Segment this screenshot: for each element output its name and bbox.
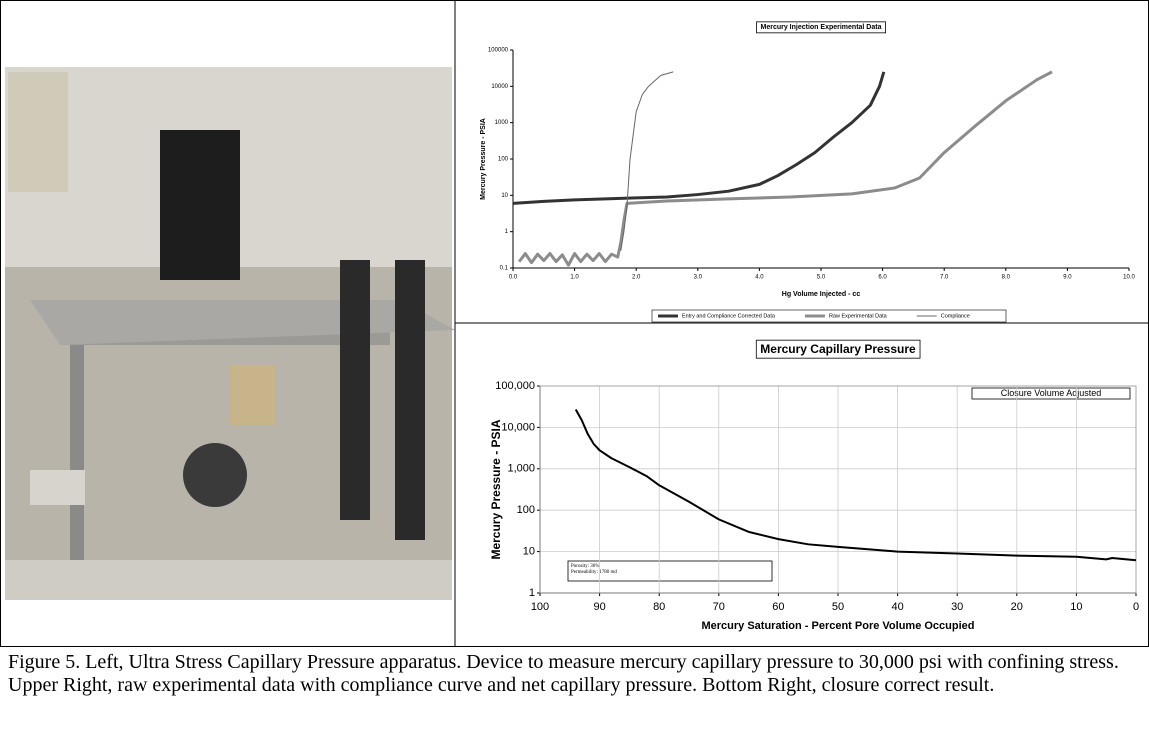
y-tick-label: 100,000 [495, 380, 535, 392]
y-tick-label: 100 [517, 504, 535, 516]
y-tick-label: 1 [505, 229, 509, 235]
x-tick-label: 70 [713, 601, 725, 613]
x-tick-label: 80 [653, 601, 665, 613]
y-tick-label: 1 [529, 587, 535, 599]
y-tick-label: 10,000 [501, 421, 535, 433]
x-tick-label: 0.0 [509, 275, 518, 281]
legend-label: Compliance [941, 313, 970, 319]
data-line [517, 70, 1053, 267]
x-axis-label: Mercury Saturation - Percent Pore Volume… [701, 620, 974, 632]
legend-box [651, 309, 1007, 323]
caption: Figure 5. Left, Ultra Stress Capillary P… [0, 646, 1149, 742]
annotation: Closure Volume Adjusted [1001, 388, 1102, 398]
legend-label: Raw Experimental Data [829, 313, 888, 319]
x-tick-label: 30 [951, 601, 963, 613]
title-box [755, 339, 921, 359]
y-tick-label: 10 [501, 193, 508, 199]
y-tick-label: 1,000 [507, 463, 535, 475]
x-tick-label: 60 [772, 601, 784, 613]
x-tick-label: 50 [832, 601, 844, 613]
annotation: Porosity: 36% [571, 564, 599, 569]
x-tick-label: 2.0 [632, 275, 641, 281]
x-tick-label: 9.0 [1063, 275, 1072, 281]
x-axis-label: Hg Volume Injected - cc [782, 291, 861, 298]
annotation-box [971, 387, 1131, 400]
x-tick-label: 8.0 [1002, 275, 1011, 281]
x-tick-label: 10.0 [1123, 275, 1135, 281]
x-tick-label: 3.0 [694, 275, 703, 281]
data-line [620, 71, 674, 251]
title-box [756, 21, 886, 34]
y-axis-label: Mercury Pressure - PSIA [489, 419, 503, 559]
x-tick-label: 20 [1011, 601, 1023, 613]
plot-frame [539, 385, 1137, 594]
x-tick-label: 40 [891, 601, 903, 613]
y-tick-label: 10 [523, 546, 535, 558]
figure: Closure Volume Adjusted Porosity: 36% Pe… [0, 0, 1149, 646]
legend-label: Entry and Compliance Corrected Data [682, 313, 776, 319]
data-line [574, 409, 1137, 562]
y-tick-label: 0.1 [500, 266, 509, 272]
annotation-box [567, 560, 773, 582]
x-tick-label: 0 [1133, 601, 1139, 613]
x-tick-label: 4.0 [755, 275, 764, 281]
photo [5, 67, 455, 600]
chart-title: Mercury Injection Experimental Data [761, 24, 882, 31]
data-line [512, 71, 886, 205]
x-tick-label: 5.0 [817, 275, 826, 281]
y-axis-label: Mercury Pressure - PSIA [480, 118, 487, 200]
x-tick-label: 6.0 [878, 275, 887, 281]
y-tick-label: 100000 [488, 48, 509, 54]
y-tick-label: 1000 [495, 120, 509, 126]
x-tick-label: 100 [531, 601, 549, 613]
y-tick-label: 10000 [491, 84, 508, 90]
y-tick-label: 100 [498, 157, 509, 163]
chart-title: Mercury Capillary Pressure [760, 342, 916, 356]
x-tick-label: 7.0 [940, 275, 949, 281]
annotation: Permeability: 1780 md [571, 570, 617, 575]
x-tick-label: 10 [1070, 601, 1082, 613]
x-tick-label: 1.0 [570, 275, 579, 281]
x-tick-label: 90 [593, 601, 605, 613]
